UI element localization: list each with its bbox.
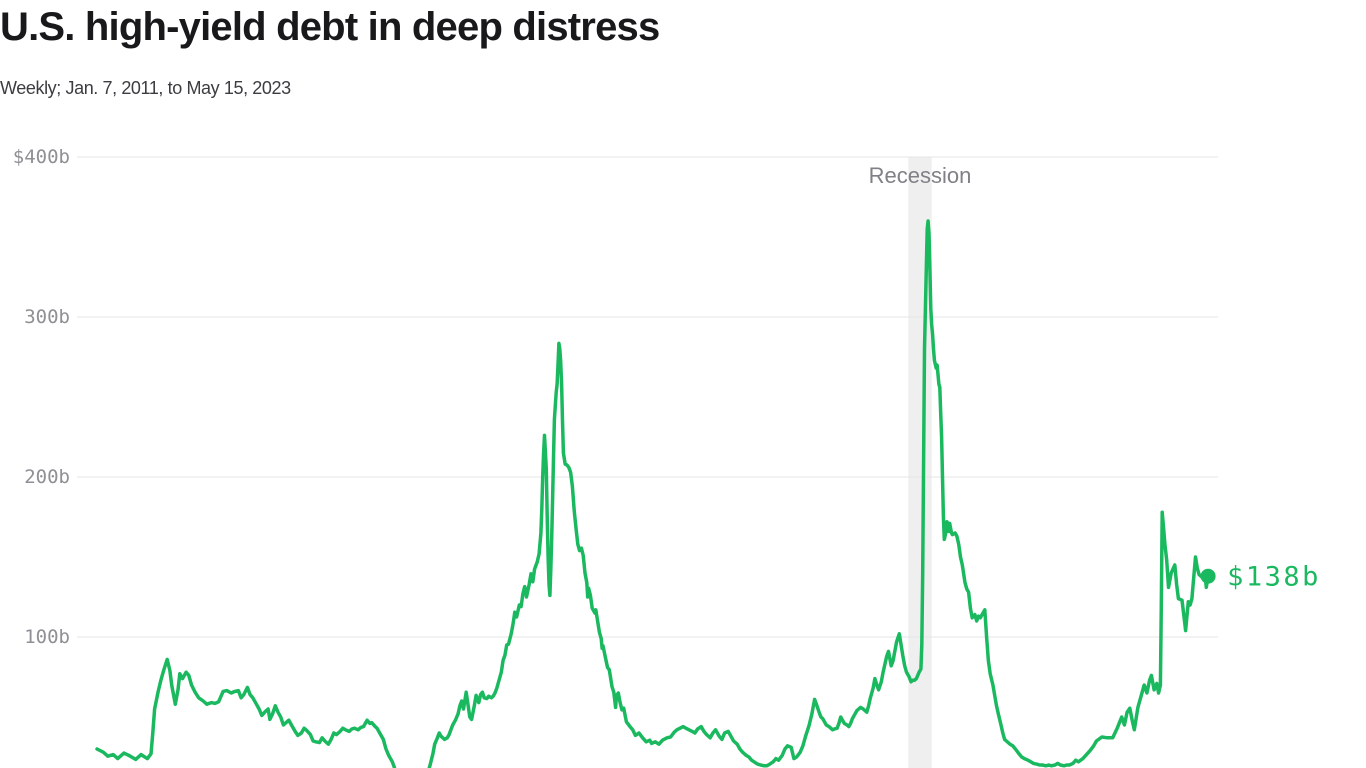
y-tick-label-200: 200b xyxy=(24,466,70,488)
chart-title: U.S. high-yield debt in deep distress xyxy=(0,5,660,49)
data-line xyxy=(95,219,1210,768)
y-tick-label-400: $400b xyxy=(13,146,70,168)
end-value-label: $138b xyxy=(1227,562,1321,593)
end-dot xyxy=(1200,568,1216,584)
y-tick-label-100: 100b xyxy=(24,626,70,648)
recession-label: Recession xyxy=(869,163,972,188)
chart-subtitle: Weekly; Jan. 7, 2011, to May 15, 2023 xyxy=(0,78,291,98)
y-tick-label-300: 300b xyxy=(24,306,70,328)
